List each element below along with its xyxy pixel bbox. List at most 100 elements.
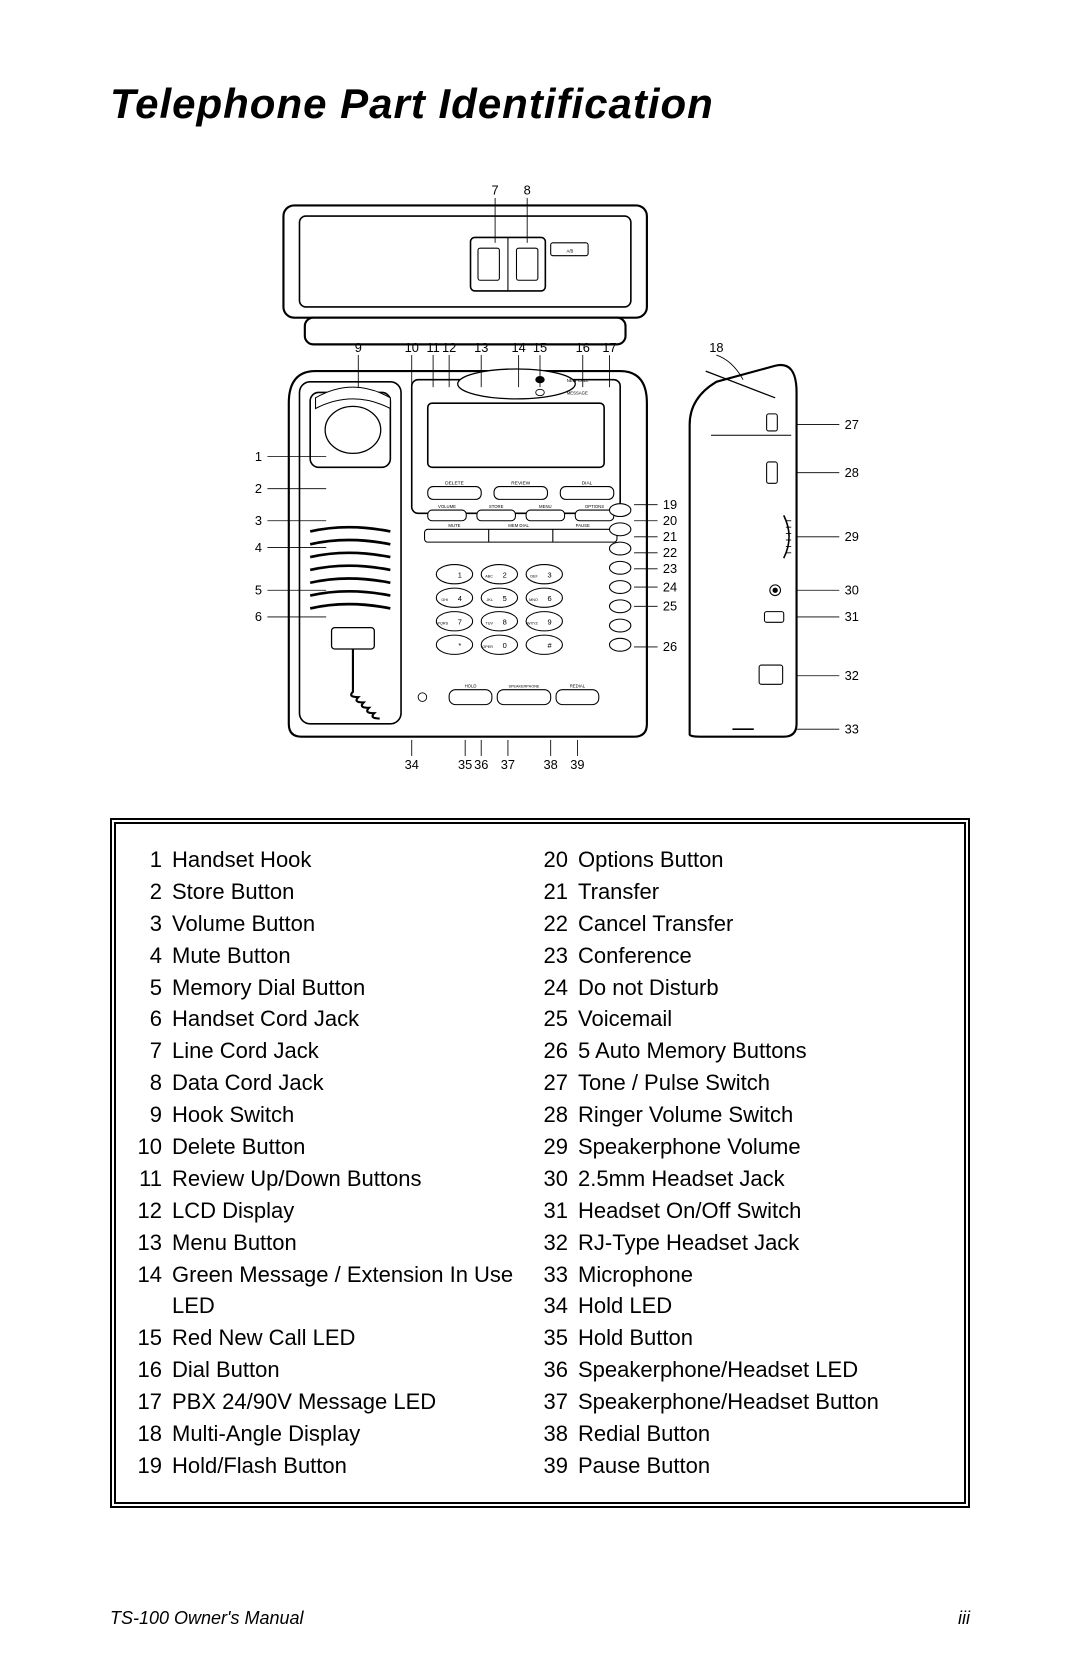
svg-text:6: 6 [255, 609, 262, 624]
svg-text:38: 38 [544, 757, 558, 772]
svg-text:32: 32 [845, 668, 859, 683]
legend-label: Handset Hook [172, 844, 540, 876]
svg-text:3: 3 [255, 513, 262, 528]
legend-row: 23Conference [540, 940, 946, 972]
legend-number: 13 [134, 1227, 172, 1259]
legend-label: Transfer [578, 876, 946, 908]
legend-label: 2.5mm Headset Jack [578, 1163, 946, 1195]
legend-number: 30 [540, 1163, 578, 1195]
legend-label: Delete Button [172, 1131, 540, 1163]
legend-number: 31 [540, 1195, 578, 1227]
legend-row: 265 Auto Memory Buttons [540, 1035, 946, 1067]
svg-text:DIAL: DIAL [582, 480, 593, 486]
legend-label: Voicemail [578, 1003, 946, 1035]
svg-text:*: * [458, 641, 461, 650]
svg-text:7: 7 [492, 183, 499, 198]
svg-text:OPTIONS: OPTIONS [585, 504, 604, 509]
svg-text:9: 9 [548, 617, 552, 626]
svg-text:8: 8 [524, 183, 531, 198]
legend-row: 21Transfer [540, 876, 946, 908]
phone-diagram-svg: A/B78NEW CALLMESSAGEDELETEREVIEWDIALVOLU… [210, 168, 870, 788]
legend-row: 7Line Cord Jack [134, 1035, 540, 1067]
svg-text:JKL: JKL [487, 598, 493, 602]
legend-label: Ringer Volume Switch [578, 1099, 946, 1131]
svg-text:39: 39 [570, 757, 584, 772]
legend-number: 9 [134, 1099, 172, 1131]
svg-text:16: 16 [576, 340, 590, 355]
legend-label: 5 Auto Memory Buttons [578, 1035, 946, 1067]
legend-row: 14Green Message / Extension In Use LED [134, 1259, 540, 1323]
legend-label: PBX 24/90V Message LED [172, 1386, 540, 1418]
svg-text:OPER: OPER [482, 645, 493, 649]
legend-number: 1 [134, 844, 172, 876]
svg-text:12: 12 [442, 340, 456, 355]
svg-text:11: 11 [426, 340, 439, 355]
legend-row: 37Speakerphone/Headset Button [540, 1386, 946, 1418]
legend-row: 17PBX 24/90V Message LED [134, 1386, 540, 1418]
legend-row: 302.5mm Headset Jack [540, 1163, 946, 1195]
svg-text:30: 30 [845, 583, 859, 598]
legend-row: 32RJ-Type Headset Jack [540, 1227, 946, 1259]
legend-label: Menu Button [172, 1227, 540, 1259]
svg-text:9: 9 [355, 340, 362, 355]
legend-number: 37 [540, 1386, 578, 1418]
svg-text:27: 27 [845, 417, 859, 432]
legend-label: Multi-Angle Display [172, 1418, 540, 1450]
svg-text:22: 22 [663, 545, 677, 560]
legend-number: 23 [540, 940, 578, 972]
legend-number: 14 [134, 1259, 172, 1291]
footer-model: TS-100 Owner's Manual [110, 1608, 304, 1629]
svg-text:MENU: MENU [539, 504, 552, 509]
legend-row: 16Dial Button [134, 1354, 540, 1386]
legend-row: 18Multi-Angle Display [134, 1418, 540, 1450]
svg-text:13: 13 [474, 340, 488, 355]
legend-number: 12 [134, 1195, 172, 1227]
legend-label: Microphone [578, 1259, 946, 1291]
legend-row: 3Volume Button [134, 908, 540, 940]
legend-label: Dial Button [172, 1354, 540, 1386]
footer-page-number: iii [958, 1608, 970, 1629]
legend-label: LCD Display [172, 1195, 540, 1227]
svg-text:26: 26 [663, 639, 677, 654]
legend-row: 12LCD Display [134, 1195, 540, 1227]
legend-row: 15Red New Call LED [134, 1322, 540, 1354]
legend-label: Speakerphone/Headset Button [578, 1386, 946, 1418]
legend-number: 29 [540, 1131, 578, 1163]
svg-text:A/B: A/B [566, 248, 573, 253]
legend-label: Data Cord Jack [172, 1067, 540, 1099]
parts-column-right: 20Options Button21Transfer22Cancel Trans… [540, 844, 946, 1482]
legend-label: Memory Dial Button [172, 972, 540, 1004]
svg-text:36: 36 [474, 757, 488, 772]
legend-number: 6 [134, 1003, 172, 1035]
svg-text:MESSAGE: MESSAGE [567, 391, 588, 396]
legend-number: 20 [540, 844, 578, 876]
legend-row: 29Speakerphone Volume [540, 1131, 946, 1163]
svg-text:TUV: TUV [485, 621, 493, 625]
legend-label: Redial Button [578, 1418, 946, 1450]
legend-number: 18 [134, 1418, 172, 1450]
svg-text:STORE: STORE [489, 504, 504, 509]
svg-text:37: 37 [501, 757, 515, 772]
legend-label: Options Button [578, 844, 946, 876]
svg-text:PAUSE: PAUSE [576, 523, 590, 528]
legend-row: 28Ringer Volume Switch [540, 1099, 946, 1131]
svg-text:10: 10 [405, 340, 419, 355]
svg-text:28: 28 [845, 465, 859, 480]
svg-text:34: 34 [405, 757, 419, 772]
legend-label: Volume Button [172, 908, 540, 940]
legend-number: 25 [540, 1003, 578, 1035]
legend-label: Hold Button [578, 1322, 946, 1354]
svg-text:5: 5 [503, 594, 507, 603]
legend-row: 22Cancel Transfer [540, 908, 946, 940]
legend-number: 36 [540, 1354, 578, 1386]
legend-number: 33 [540, 1259, 578, 1291]
svg-text:1: 1 [458, 570, 462, 579]
legend-number: 19 [134, 1450, 172, 1482]
legend-label: Red New Call LED [172, 1322, 540, 1354]
svg-text:8: 8 [503, 617, 507, 626]
legend-row: 36Speakerphone/Headset LED [540, 1354, 946, 1386]
svg-text:HOLD: HOLD [465, 684, 477, 689]
legend-row: 20Options Button [540, 844, 946, 876]
svg-text:6: 6 [548, 594, 552, 603]
svg-text:23: 23 [663, 561, 677, 576]
